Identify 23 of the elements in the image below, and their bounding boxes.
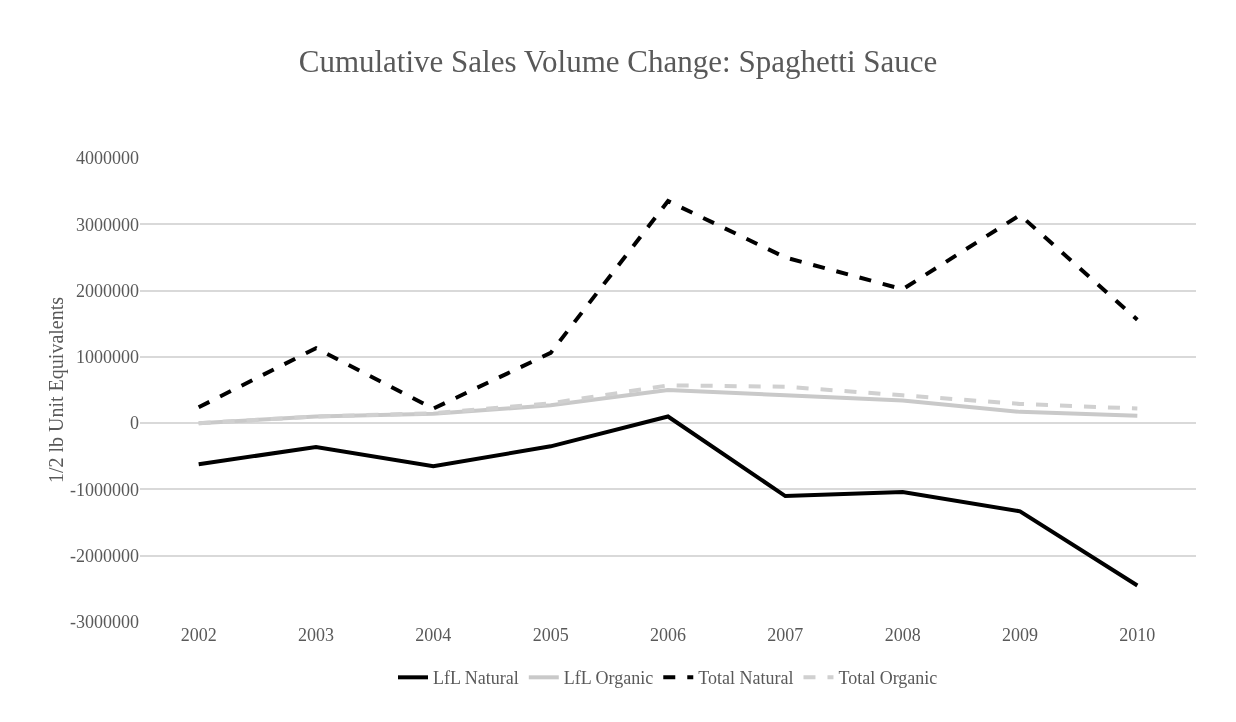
y-tick-label: 0 [130, 413, 139, 434]
chart-title: Cumulative Sales Volume Change: Spaghetti Sauce [298, 44, 938, 80]
x-tick-label: 2005 [532, 625, 569, 645]
x-tick-label: 2007 [767, 625, 804, 645]
y-tick-label: -1000000 [70, 479, 139, 500]
y-tick-label: 4000000 [76, 148, 139, 169]
x-tick-label: 2008 [884, 625, 921, 645]
y-axis-title: 1/2 lb Unit Equivalents [45, 296, 68, 484]
x-tick-label: 2006 [650, 625, 686, 645]
y-tick-label: -2000000 [70, 546, 139, 567]
x-tick-label: 2010 [1119, 625, 1156, 645]
legend-label: LfL Natural [433, 668, 519, 689]
x-tick-label: 2009 [1002, 625, 1038, 645]
legend-label: Total Organic [838, 668, 938, 689]
y-tick-label: 2000000 [76, 280, 139, 301]
legend-label: Total Natural [698, 668, 794, 689]
x-tick-label: 2004 [415, 625, 452, 645]
y-tick-label: 3000000 [76, 214, 139, 235]
legend-label: LfL Organic [563, 668, 654, 689]
y-tick-label: -3000000 [70, 612, 139, 633]
y-tick-label: 1000000 [76, 347, 139, 368]
x-tick-label: 2003 [298, 625, 334, 645]
x-tick-label: 2002 [180, 625, 217, 645]
